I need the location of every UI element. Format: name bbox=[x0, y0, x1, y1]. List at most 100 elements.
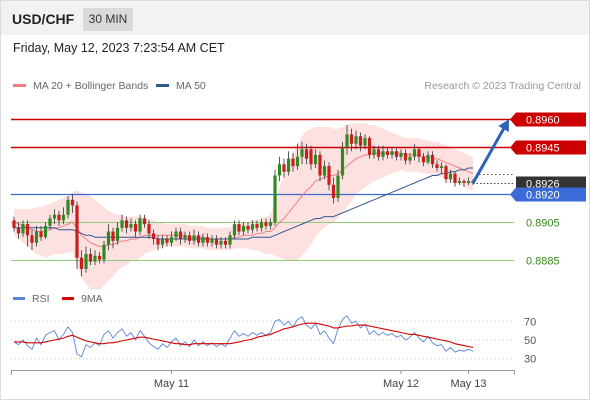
bollinger-band bbox=[14, 123, 473, 290]
candle-up bbox=[466, 181, 471, 183]
candle-down bbox=[291, 158, 295, 167]
ma9-swatch bbox=[62, 296, 74, 300]
candle-down bbox=[165, 239, 169, 243]
candle-down bbox=[421, 156, 426, 163]
candle-down bbox=[246, 225, 250, 230]
candle-up bbox=[448, 173, 453, 180]
candle-up bbox=[322, 166, 327, 176]
candle-down bbox=[97, 255, 102, 260]
candle-down bbox=[453, 173, 457, 183]
rsi-swatch bbox=[13, 296, 25, 300]
candle-up bbox=[129, 224, 133, 228]
x-axis: May 11 May 12 May 13 bbox=[11, 370, 515, 390]
rsi-tick-label: 30 bbox=[524, 354, 536, 366]
candle-up bbox=[106, 231, 111, 245]
legend-ma20: MA 20 + Bollinger Bands bbox=[13, 80, 148, 92]
candle-up bbox=[286, 158, 291, 172]
candle-down bbox=[223, 240, 228, 245]
legend-9ma: 9MA bbox=[62, 293, 103, 305]
candle-up bbox=[21, 224, 25, 234]
candle-up bbox=[43, 225, 48, 238]
candle-up bbox=[201, 237, 205, 243]
candle-up bbox=[277, 164, 282, 176]
candle-down bbox=[430, 154, 435, 165]
candle-down bbox=[462, 181, 466, 183]
level-0-8945-label: 0.8945 bbox=[526, 143, 560, 155]
level-0-8905-label: 0.8905 bbox=[526, 218, 560, 230]
candle-down bbox=[282, 164, 286, 172]
candle-up bbox=[412, 149, 417, 157]
candle-down bbox=[327, 166, 331, 185]
candle-down bbox=[151, 233, 156, 240]
candle-down bbox=[39, 231, 43, 238]
legend-rsi-label: RSI bbox=[32, 293, 50, 305]
interval-button[interactable]: 30 MIN bbox=[83, 8, 133, 31]
candle-up bbox=[372, 149, 376, 155]
candle-up bbox=[313, 154, 318, 165]
candle-down bbox=[331, 184, 336, 198]
ma50-swatch bbox=[156, 83, 169, 87]
candle-down bbox=[417, 149, 421, 157]
candle-up bbox=[61, 214, 66, 221]
candle-down bbox=[133, 224, 138, 232]
candle-up bbox=[241, 225, 246, 232]
candle-up bbox=[354, 136, 358, 144]
forecast-arrow-shaft bbox=[471, 125, 507, 184]
x-tick-label: May 12 bbox=[383, 378, 419, 390]
rsi-tick-label: 50 bbox=[524, 335, 536, 347]
candle-up bbox=[228, 235, 232, 245]
candle-down bbox=[309, 149, 313, 165]
candle-up bbox=[52, 214, 57, 219]
candle-up bbox=[93, 255, 97, 262]
candle-down bbox=[214, 239, 219, 245]
candle-down bbox=[178, 231, 183, 240]
candle-down bbox=[435, 164, 439, 169]
candle-up bbox=[426, 154, 430, 163]
forecast-arrow-head bbox=[498, 119, 509, 132]
header-bar: USD/CHF 30 MIN bbox=[1, 1, 589, 35]
rsi-line bbox=[13, 315, 474, 358]
candle-down bbox=[385, 151, 390, 155]
rsi-panel: 70 50 30 bbox=[11, 315, 536, 366]
candle-up bbox=[210, 239, 214, 243]
candle-down bbox=[318, 154, 322, 176]
candle-down bbox=[75, 205, 79, 258]
candle-down bbox=[88, 253, 93, 262]
candle-up bbox=[381, 151, 385, 157]
candle-up bbox=[174, 231, 178, 238]
candle-up bbox=[219, 240, 223, 245]
candle-down bbox=[304, 149, 309, 159]
candle-down bbox=[349, 134, 354, 144]
candle-down bbox=[12, 220, 16, 228]
candle-up bbox=[340, 147, 345, 176]
candle-down bbox=[156, 239, 160, 245]
candle-down bbox=[142, 218, 147, 225]
candle-down bbox=[70, 199, 75, 206]
candle-up bbox=[160, 239, 165, 245]
x-tick-label: May 13 bbox=[450, 378, 486, 390]
candle-down bbox=[255, 224, 259, 228]
legend-ma20-label: MA 20 + Bollinger Bands bbox=[33, 80, 149, 92]
level-0-8885-label: 0.8885 bbox=[526, 256, 560, 268]
candle-down bbox=[237, 224, 241, 232]
candle-up bbox=[183, 235, 187, 240]
rsi-tick-label: 70 bbox=[524, 316, 536, 328]
candle-up bbox=[295, 156, 300, 167]
candle-up bbox=[457, 181, 462, 183]
symbol-title: USD/CHF bbox=[12, 11, 75, 27]
legend-ma50: MA 50 bbox=[156, 80, 206, 92]
candle-up bbox=[169, 237, 174, 243]
candle-down bbox=[57, 214, 61, 221]
candle-up bbox=[399, 153, 403, 157]
candle-down bbox=[403, 153, 408, 161]
candle-down bbox=[358, 136, 363, 146]
candle-down bbox=[124, 220, 129, 228]
credit-text: Research © 2023 Trading Central bbox=[424, 80, 581, 92]
ma20-swatch bbox=[13, 83, 26, 87]
candle-up bbox=[439, 166, 444, 169]
ma50-line bbox=[14, 167, 473, 240]
candle-up bbox=[390, 151, 394, 155]
candle-up bbox=[34, 231, 39, 243]
